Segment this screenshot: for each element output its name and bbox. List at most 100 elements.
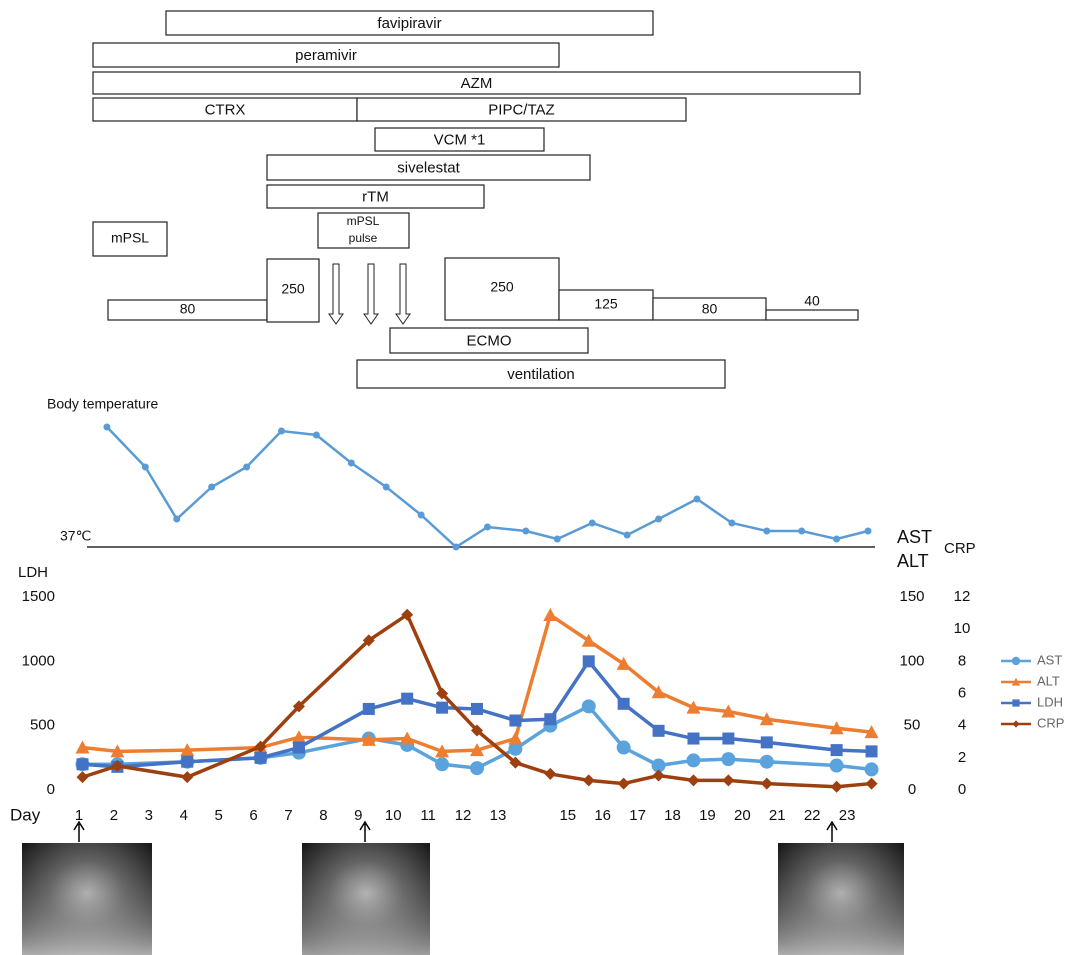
legend-label: ALT (1037, 673, 1060, 688)
dose-label: 80 (180, 301, 196, 317)
marker (76, 758, 88, 770)
marker (655, 516, 662, 523)
marker (313, 432, 320, 439)
dose-label: 125 (594, 296, 618, 312)
marker (763, 528, 770, 535)
y2-tick-label: 150 (899, 588, 924, 605)
marker (544, 713, 556, 725)
figure: favipiravirperamivirAZMCTRXPIPC/TAZVCM *… (0, 0, 1066, 955)
treatment-label: ventilation (507, 366, 575, 383)
marker (618, 778, 630, 790)
marker (278, 428, 285, 435)
marker (831, 781, 843, 793)
y2-tick-label: 50 (904, 717, 921, 734)
x-tick-label: 20 (734, 807, 751, 824)
x-tick-label: 6 (249, 807, 257, 824)
marker (544, 768, 556, 780)
legend-marker (1012, 699, 1019, 706)
dose-label: 250 (490, 279, 514, 295)
y2-tick-label: 100 (899, 652, 924, 669)
y2-axis-title: ALT (897, 551, 929, 571)
x-tick-label: 8 (319, 807, 327, 824)
x-tick-label: 21 (769, 807, 786, 824)
marker (484, 524, 491, 531)
down-arrow (396, 264, 410, 324)
marker (554, 536, 561, 543)
treatment-label: PIPC/TAZ (488, 101, 554, 118)
x-tick-label: 16 (594, 807, 611, 824)
x-axis-title: Day (10, 805, 41, 824)
x-tick-label: 15 (559, 807, 576, 824)
marker (583, 655, 595, 667)
x-tick-label: 2 (110, 807, 118, 824)
legend-label: LDH (1037, 694, 1063, 709)
treatment-label: rTM (362, 188, 389, 205)
marker (255, 752, 267, 764)
marker (508, 732, 522, 745)
treatment-label: CTRX (205, 101, 246, 118)
marker (617, 741, 631, 755)
marker (760, 755, 774, 769)
marker (76, 771, 88, 783)
y2-tick-label: 0 (908, 781, 916, 798)
treatment-label: AZM (461, 75, 493, 92)
x-tick-label: 4 (180, 807, 188, 824)
marker (866, 778, 878, 790)
legend-marker (1012, 657, 1020, 665)
marker (543, 608, 557, 621)
y-tick-label: 0 (47, 781, 55, 798)
marker (831, 744, 843, 756)
y3-tick-label: 8 (958, 652, 966, 669)
marker (583, 774, 595, 786)
marker (418, 512, 425, 519)
marker (589, 520, 596, 527)
x-tick-label: 12 (455, 807, 472, 824)
x-tick-label: 11 (420, 807, 436, 824)
marker (833, 536, 840, 543)
x-tick-label: 10 (385, 807, 402, 824)
treatment-label: peramivir (295, 47, 357, 64)
marker (798, 528, 805, 535)
marker (453, 544, 460, 551)
chart-title: Body temperature (47, 396, 158, 412)
treatment-label: sivelestat (397, 159, 460, 176)
marker (293, 742, 305, 754)
marker (103, 424, 110, 431)
x-tick-label: 23 (839, 807, 856, 824)
marker (142, 464, 149, 471)
y3-tick-label: 0 (958, 781, 966, 798)
marker (624, 532, 631, 539)
y3-tick-label: 4 (958, 717, 966, 734)
dose-label: 250 (281, 281, 305, 297)
reference-label: 37℃ (60, 528, 91, 544)
y-tick-label: 1500 (22, 588, 55, 605)
x-tick-label: 17 (629, 807, 646, 824)
y3-tick-label: 10 (954, 620, 971, 637)
marker (687, 733, 699, 745)
legend-marker (1012, 720, 1019, 727)
x-tick-label: 7 (284, 807, 292, 824)
marker (653, 725, 665, 737)
mpsl-pulse-label: mPSL (347, 214, 380, 228)
marker (687, 774, 699, 786)
marker (436, 702, 448, 714)
x-tick-label: 5 (214, 807, 222, 824)
xray-shade (778, 843, 904, 955)
marker (761, 736, 773, 748)
x-tick-label: 9 (354, 807, 362, 824)
dose-label: 80 (702, 301, 718, 317)
marker (471, 703, 483, 715)
marker (830, 759, 844, 773)
mpsl-label: mPSL (111, 230, 149, 246)
down-arrow (329, 264, 343, 324)
marker (618, 698, 630, 710)
marker (721, 752, 735, 766)
marker (470, 761, 484, 775)
y2-axis-title: AST (897, 527, 932, 547)
y3-axis-title: CRP (944, 540, 976, 557)
xray-arrows (74, 822, 837, 842)
treatment-label: ECMO (467, 332, 512, 349)
legend-label: CRP (1037, 715, 1064, 730)
marker (761, 778, 773, 790)
y3-tick-label: 12 (954, 588, 971, 605)
